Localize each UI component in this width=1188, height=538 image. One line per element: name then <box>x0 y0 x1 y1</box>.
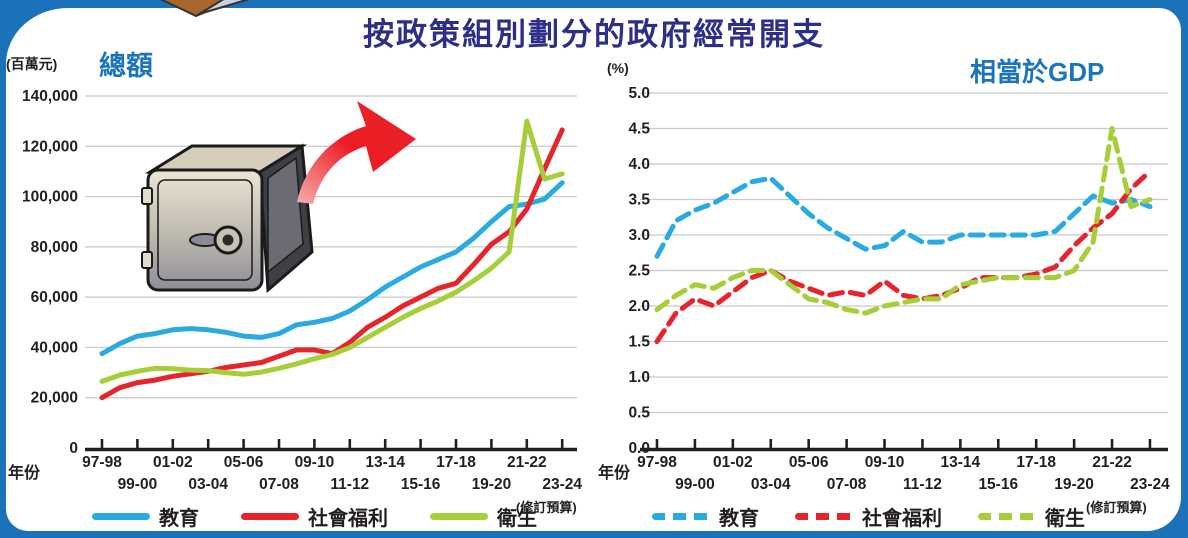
book-icon <box>160 0 250 18</box>
y-tick-label: 3.5 <box>628 192 650 209</box>
social-welfare-line <box>654 168 1153 344</box>
health-legend-label: 衛生 <box>497 508 537 530</box>
x-tick-label: 21-22 <box>507 454 547 471</box>
y-tick-label: 20,000 <box>31 390 78 407</box>
x-tick-label: 17-18 <box>436 454 476 471</box>
x-tick-label: 01-02 <box>713 454 753 471</box>
y-axis-labels: 0 20,000 40,000 60,000 80,000 100,000 120,000 1… <box>22 88 78 457</box>
y-tick-label: 60,000 <box>31 289 78 306</box>
left-chart: 97-98 99-00 01-02 03-04 05-06 07-08 09-10 11-12… <box>22 88 582 493</box>
x-tick-label: 21-22 <box>1092 454 1132 471</box>
x-tick-label: 11-12 <box>903 476 942 493</box>
x-tick-label: 09-10 <box>295 454 335 471</box>
education-legend-swatch <box>652 513 710 520</box>
x-tick-label: 23-24 <box>1130 476 1170 493</box>
y-tick-label: 5.0 <box>628 85 650 102</box>
y-tick-label: 0.0 <box>628 440 650 457</box>
y-tick-label: 3.0 <box>628 227 650 244</box>
x-tick-label: 07-08 <box>259 476 299 493</box>
x-axis-labels: 97-98 99-00 01-02 03-04 05-06 07-08 09-10 11-12… <box>82 454 582 493</box>
safe-icon <box>141 143 314 294</box>
left-revised-estimate-note: (修訂預算) <box>516 500 577 515</box>
gridlines <box>640 92 1168 414</box>
education-legend-label: 教育 <box>719 508 759 530</box>
social-welfare-legend-swatch <box>795 513 853 520</box>
education-line <box>99 180 565 357</box>
y-tick-label: 2.0 <box>628 298 650 315</box>
health-legend-label: 衛生 <box>1045 508 1085 530</box>
education-legend-swatch <box>92 513 150 520</box>
x-axis-ticks <box>655 439 1152 448</box>
legend-item-education: 教育 <box>92 502 199 531</box>
x-tick-label: 05-06 <box>789 454 829 471</box>
y-tick-label: 120,000 <box>22 138 78 155</box>
x-axis-ticks <box>100 439 564 448</box>
right-chart-legend: 教育 社會福利 衛生 <box>652 502 1085 531</box>
y-tick-label: 1.5 <box>628 334 650 351</box>
x-tick-label: 13-14 <box>365 454 405 471</box>
social-welfare-legend-swatch <box>241 513 299 520</box>
health-line <box>99 118 565 384</box>
right-year-axis-label: 年份 <box>598 465 631 482</box>
x-tick-label: 99-00 <box>118 476 158 493</box>
y-tick-label: 40,000 <box>31 339 78 356</box>
right-revised-estimate-note: (修訂預算) <box>1086 500 1147 515</box>
left-unit-label: (百萬元) <box>6 56 58 72</box>
x-tick-label: 13-14 <box>941 454 981 471</box>
legend-item-social-welfare: 社會福利 <box>241 502 388 531</box>
right-chart: 97-98 99-00 01-02 03-04 05-06 07-08 09-10 11-12… <box>628 85 1170 493</box>
x-tick-label: 23-24 <box>542 476 582 493</box>
right-chart-title: 相當於GDP <box>970 57 1105 87</box>
x-tick-label: 97-98 <box>637 454 677 471</box>
social-welfare-legend-label: 社會福利 <box>862 508 942 530</box>
x-axis-labels: 97-98 99-00 01-02 03-04 05-06 07-08 09-10 11-12… <box>637 454 1170 493</box>
legend-item-education: 教育 <box>652 502 759 531</box>
y-tick-label: 140,000 <box>22 88 78 105</box>
y-tick-label: 2.5 <box>628 263 650 280</box>
education-line <box>654 175 1153 259</box>
x-tick-label: 15-16 <box>401 476 441 493</box>
x-tick-label: 19-20 <box>1054 476 1094 493</box>
education-legend-label: 教育 <box>159 508 199 530</box>
x-tick-label: 03-04 <box>188 476 228 493</box>
x-tick-label: 19-20 <box>472 476 512 493</box>
x-tick-label: 17-18 <box>1016 454 1056 471</box>
left-year-axis-label: 年份 <box>8 465 41 482</box>
page-title: 按政策組別劃分的政府經常開支 <box>363 17 825 52</box>
y-tick-label: 1.0 <box>628 369 650 386</box>
x-tick-label: 01-02 <box>153 454 193 471</box>
x-tick-label: 05-06 <box>224 454 264 471</box>
legend-item-social-welfare: 社會福利 <box>795 502 942 531</box>
y-tick-label: 0 <box>69 440 78 457</box>
y-tick-label: 4.5 <box>628 121 650 138</box>
legend-item-health: 衛生 <box>430 502 537 531</box>
x-tick-label: 99-00 <box>675 476 715 493</box>
y-tick-label: 80,000 <box>31 239 78 256</box>
right-unit-label: (%) <box>607 60 629 76</box>
x-tick-label: 15-16 <box>978 476 1018 493</box>
x-tick-label: 03-04 <box>751 476 791 493</box>
health-line <box>654 126 1153 316</box>
health-legend-swatch <box>978 513 1036 520</box>
left-chart-title: 總額 <box>99 51 153 81</box>
health-legend-swatch <box>430 513 488 520</box>
y-tick-label: 100,000 <box>22 189 78 206</box>
y-tick-label: 0.5 <box>628 405 650 422</box>
x-tick-label: 97-98 <box>82 454 122 471</box>
social-welfare-legend-label: 社會福利 <box>308 508 388 530</box>
y-axis-labels: 0.0 0.5 1.0 1.5 2.0 2.5 3.0 3.5 4.0 4.5 5.0 <box>628 85 650 457</box>
x-tick-label: 09-10 <box>865 454 905 471</box>
arrow-icon <box>297 101 416 204</box>
y-tick-label: 4.0 <box>628 156 650 173</box>
left-chart-legend: 教育 社會福利 衛生 <box>92 502 537 531</box>
x-tick-label: 07-08 <box>827 476 867 493</box>
legend-item-health: 衛生 <box>978 502 1085 531</box>
x-tick-label: 11-12 <box>330 476 369 493</box>
